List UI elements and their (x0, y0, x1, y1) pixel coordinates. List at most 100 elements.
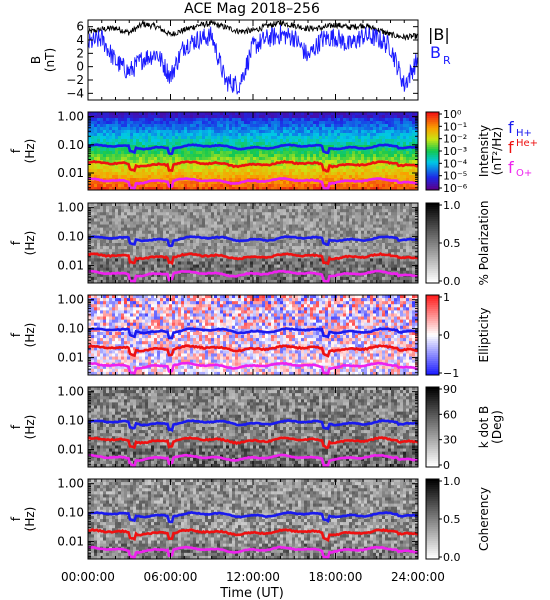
colorbar-swatch (426, 549, 439, 552)
y-tick-label: −2 (66, 73, 84, 87)
y-tick-label: 0 (76, 60, 84, 74)
colorbar-swatch (426, 405, 439, 408)
colorbar-swatch (426, 415, 439, 418)
colorbar-swatch (426, 158, 439, 162)
legend-gyro-f: f (508, 158, 514, 177)
spectrogram-cells (88, 295, 419, 376)
colorbar-tick-label: 10⁻¹ (443, 120, 467, 133)
colorbar-swatch (426, 361, 439, 364)
x-tick-label: 18:00:00 (309, 570, 363, 584)
colorbar-swatch (426, 231, 439, 234)
colorbar-swatch (426, 395, 439, 398)
colorbar-swatch (426, 215, 439, 218)
colorbar-swatch (426, 547, 439, 550)
colorbar-swatch (426, 223, 439, 226)
colorbar-swatch (426, 178, 439, 181)
colorbar-swatch (426, 113, 439, 117)
colorbar-swatch (426, 531, 439, 534)
colorbar-tick-label: 0.0 (443, 551, 461, 564)
colorbar-swatch (426, 257, 439, 260)
y-axis-label: (Hz) (23, 139, 37, 164)
colorbar-swatch (426, 505, 439, 508)
y-tick-label: 6 (76, 20, 84, 34)
colorbar-tick-label: 0.0 (443, 275, 461, 288)
panel-coherency: 1.00 0.10 0.01 f (Hz) 1.0 0.5 0.0 Coherency (9, 475, 491, 564)
y-axis-label: B (29, 56, 43, 64)
colorbar-swatch (426, 407, 439, 410)
colorbar-swatch (426, 461, 439, 464)
spectrogram-cells (88, 203, 419, 284)
colorbar-swatch (426, 237, 439, 240)
figure-title: ACE Mag 2018–256 (184, 1, 320, 17)
colorbar-swatch (426, 423, 439, 426)
colorbar-swatch (426, 261, 439, 264)
colorbar-swatch (426, 541, 439, 544)
colorbar-swatch (426, 447, 439, 450)
colorbar-swatch (426, 174, 439, 177)
colorbar-swatch (426, 427, 439, 430)
colorbar-swatch (426, 437, 439, 440)
gyro-line-o (87, 545, 419, 560)
colorbar: 1.0 0.5 0.0 % Polarization (425, 199, 491, 288)
colorbar-swatch (426, 221, 439, 224)
colorbar-tick-label: 10⁻⁶ (443, 182, 468, 195)
colorbar-swatch (426, 160, 439, 164)
x-tick-label: 06:00:00 (144, 570, 198, 584)
colorbar-swatch (426, 403, 439, 406)
colorbar-swatch (426, 176, 439, 179)
colorbar-swatch (426, 513, 439, 516)
y-axis-label: f (9, 516, 23, 521)
colorbar-swatch (426, 313, 439, 316)
y-tick-label: 1.00 (57, 201, 84, 215)
colorbar-swatch (426, 154, 439, 158)
colorbar-swatch (426, 353, 439, 356)
colorbar-swatch (426, 275, 439, 278)
colorbar-swatch (426, 143, 439, 146)
colorbar-swatch (426, 309, 439, 312)
colorbar-swatch (426, 399, 439, 402)
spectrogram-cells (88, 387, 419, 468)
legend-gyro-species: He+ (516, 138, 538, 149)
legend-br-subscript: R (443, 54, 451, 67)
colorbar-label: Ellipticity (477, 308, 491, 363)
colorbar-swatch (426, 305, 439, 308)
colorbar-swatch (426, 553, 439, 556)
colorbar-swatch (426, 345, 439, 348)
colorbar-swatch (426, 537, 439, 540)
colorbar-swatch (426, 341, 439, 344)
panel-ellipticity: 1.00 0.10 0.01 f (Hz) 1 0 −1 Ellipticity (9, 291, 491, 380)
colorbar-swatch (426, 269, 439, 272)
gyro-line-he (87, 436, 419, 450)
colorbar-swatch (426, 451, 439, 454)
colorbar-swatch (426, 459, 439, 462)
colorbar-swatch (426, 435, 439, 438)
colorbar-swatch (426, 463, 439, 466)
legend-gyro-species: O+ (516, 168, 532, 179)
colorbar-swatch (426, 489, 439, 492)
colorbar-swatch (426, 209, 439, 212)
colorbar-tick-label: 1.0 (443, 475, 461, 488)
colorbar-swatch (426, 271, 439, 274)
colorbar-swatch (426, 277, 439, 280)
y-axis-label: f (9, 332, 23, 337)
colorbar-swatch (426, 411, 439, 414)
colorbar-swatch (426, 359, 439, 362)
colorbar-swatch (426, 162, 439, 166)
colorbar-label: k dot B (477, 406, 491, 448)
colorbar-swatch (426, 387, 439, 390)
colorbar-swatch (426, 255, 439, 258)
colorbar-swatch (426, 119, 439, 123)
colorbar-swatch (426, 523, 439, 526)
gyro-line-h (87, 143, 418, 156)
colorbar-tick-label: 60 (443, 408, 457, 421)
colorbar-swatch (426, 555, 439, 558)
colorbar-swatch (426, 327, 439, 330)
gyro-line-h (87, 419, 419, 433)
colorbar-swatch (426, 343, 439, 346)
y-axis-label: f (9, 148, 23, 153)
colorbar-swatch (426, 273, 439, 276)
colorbar-swatch (426, 247, 439, 250)
y-axis-label: f (9, 424, 23, 429)
colorbar-swatch (426, 487, 439, 490)
